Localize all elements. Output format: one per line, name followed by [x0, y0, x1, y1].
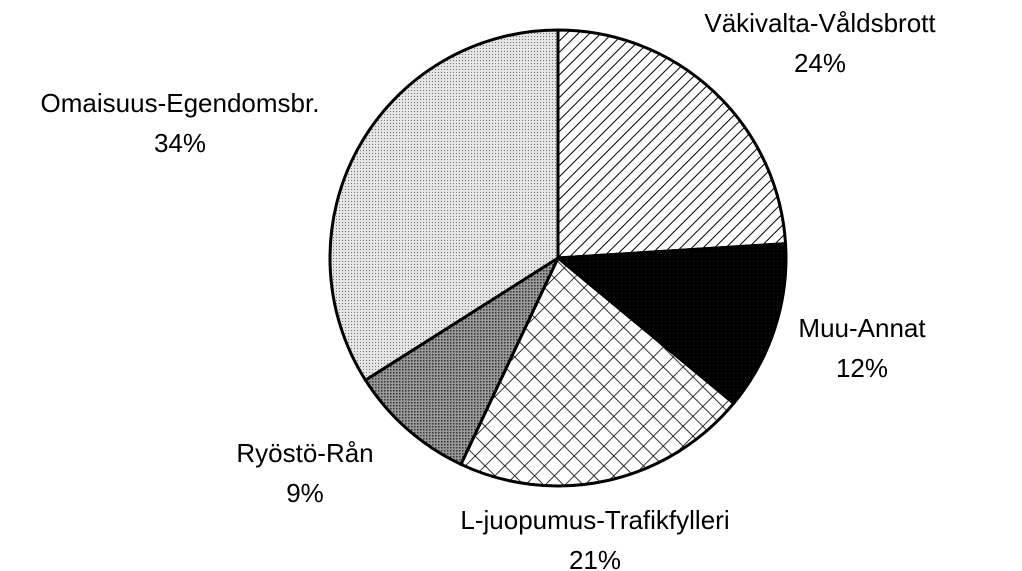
slice-value-label: 9%	[286, 478, 324, 508]
slice-value-label: 34%	[154, 128, 206, 158]
slice-label: Omaisuus-Egendomsbr.	[41, 88, 320, 118]
pie-slice	[363, 253, 562, 467]
slice-label: L-juopumus-Trafikfylleri	[460, 505, 729, 535]
pie-slice	[554, 242, 788, 406]
slice-value-label: 21%	[569, 545, 621, 571]
slice-label: Muu-Annat	[798, 313, 926, 343]
slice-value-label: 12%	[836, 353, 888, 383]
pie-slice	[458, 255, 736, 488]
slice-label: Ryöstö-Rån	[236, 438, 373, 468]
slice-label: Väkivalta-Våldsbrott	[704, 8, 936, 38]
pie-slice	[328, 28, 560, 383]
slice-value-label: 24%	[794, 48, 846, 78]
pie-slice	[556, 28, 788, 260]
